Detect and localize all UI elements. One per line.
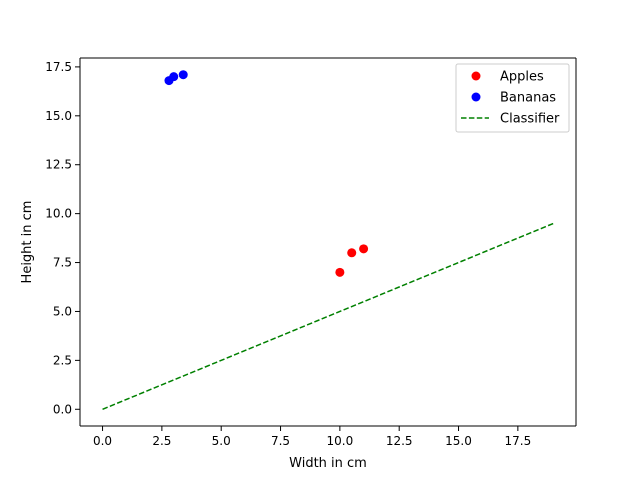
y-tick-label: 2.5 [53, 353, 72, 367]
apples-point [335, 267, 345, 277]
x-tick-label: 7.5 [271, 434, 290, 448]
y-tick-label: 10.0 [45, 207, 72, 221]
legend-box [455, 63, 570, 133]
apples-point [359, 244, 369, 254]
x-tick-label: 10.0 [327, 434, 354, 448]
y-tick-label: 5.0 [53, 304, 72, 318]
legend: Apples Bananas Classifier [455, 63, 570, 133]
legend-bananas-label: Bananas [500, 91, 556, 106]
y-axis-label: Height in cm [20, 201, 35, 284]
legend-apples-marker [471, 71, 481, 81]
apples-point [347, 248, 357, 258]
x-tick-label: 0.0 [93, 434, 112, 448]
legend-items: Apples Bananas Classifier [461, 70, 560, 127]
plot-frame [79, 57, 577, 427]
y-axis-ticks: 0.0 2.5 5.0 7.5 10.0 12.5 15.0 17.5 [45, 60, 80, 416]
bananas-point [178, 70, 188, 80]
y-tick-label: 0.0 [53, 402, 72, 416]
x-axis-label: Width in cm [289, 456, 367, 471]
y-tick-label: 7.5 [53, 256, 72, 270]
series-layer [102, 70, 554, 410]
y-tick-label: 12.5 [45, 158, 72, 172]
legend-classifier-label: Classifier [500, 112, 560, 127]
classifier-line [102, 222, 554, 410]
x-tick-label: 17.5 [504, 434, 531, 448]
x-tick-label: 12.5 [386, 434, 413, 448]
y-tick-label: 15.0 [45, 109, 72, 123]
x-tick-label: 5.0 [212, 434, 231, 448]
x-axis-ticks: 0.0 2.5 5.0 7.5 10.0 12.5 15.0 17.5 [93, 426, 531, 448]
x-tick-label: 2.5 [152, 434, 171, 448]
y-tick-label: 17.5 [45, 60, 72, 74]
x-tick-label: 15.0 [445, 434, 472, 448]
legend-apples-label: Apples [500, 70, 544, 85]
bananas-point [169, 72, 179, 82]
legend-bananas-marker [471, 92, 481, 102]
